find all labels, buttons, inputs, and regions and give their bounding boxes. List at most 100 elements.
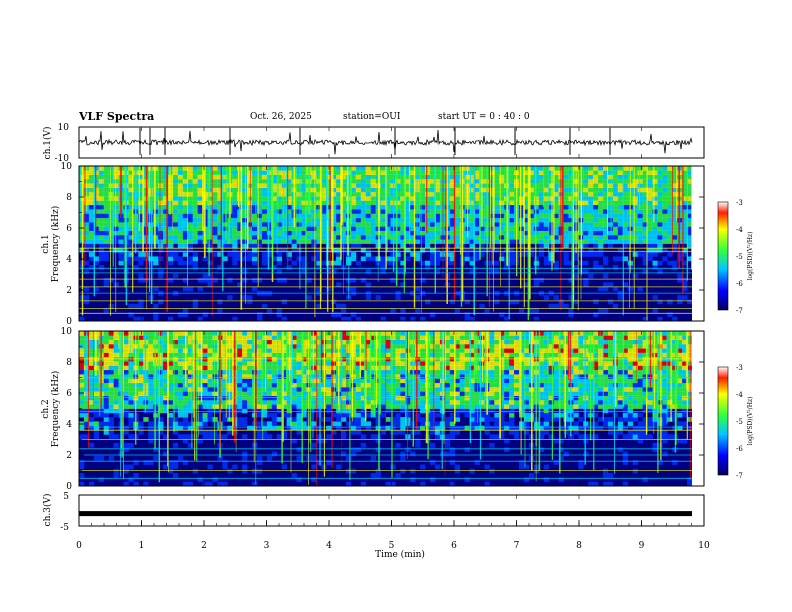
spectrogram-cell <box>123 374 129 379</box>
spectrogram-cell <box>355 447 362 452</box>
spectrogram-cell <box>622 234 629 240</box>
spectrogram-cell <box>430 348 436 353</box>
spectrogram-cell <box>163 170 169 175</box>
spectrogram-cell <box>123 369 129 375</box>
spectrogram-cell <box>257 178 263 184</box>
spectrogram-cell <box>410 222 416 227</box>
spectrogram-cell <box>237 417 243 422</box>
spectrogram-cell <box>108 374 114 379</box>
spectrogram-cell <box>281 200 287 206</box>
spectrogram-cell <box>336 312 342 318</box>
spectrogram-cell <box>197 204 203 210</box>
spectrogram-cell <box>667 204 673 210</box>
spectrogram-cell <box>454 217 460 223</box>
spectrogram-cell <box>350 312 357 318</box>
spectrogram-cell <box>301 200 307 206</box>
spectrogram-cell <box>177 209 184 214</box>
spectrogram-cell <box>326 178 332 184</box>
spectrogram-cell <box>261 348 268 353</box>
spectrogram-cell <box>519 196 525 201</box>
spectrogram-cell <box>598 209 604 214</box>
spectrogram-cell <box>257 277 263 283</box>
spectrogram-cell <box>158 339 164 345</box>
spectrogram-cell <box>98 226 105 231</box>
spectrogram-cell <box>237 252 243 257</box>
spectrogram-cell <box>163 434 169 439</box>
spectrogram-cell <box>331 352 337 358</box>
spectrogram-cell <box>247 256 253 262</box>
spectrogram-cell <box>336 174 342 180</box>
spectrogram-cell <box>301 269 307 274</box>
spectrogram-cell <box>128 421 134 427</box>
spectrogram-cell <box>568 196 574 201</box>
spectrogram-cell <box>252 234 258 240</box>
spectrogram-cell <box>103 361 109 366</box>
spectrogram-cell <box>326 204 332 210</box>
spectrogram-cell <box>662 256 668 262</box>
spectrogram-cell <box>321 226 327 231</box>
spectrogram-cell <box>519 187 525 193</box>
spectrogram-cell <box>242 204 248 210</box>
spectrogram-cell <box>88 408 95 414</box>
spectrogram-cell <box>153 217 159 223</box>
spectrogram-cell <box>93 217 100 223</box>
spectrogram-cell <box>103 382 109 388</box>
spectrogram-cell <box>163 374 169 379</box>
spectrogram-cell <box>494 209 500 214</box>
spectrogram-cell <box>370 239 376 244</box>
spectrogram-cell <box>247 343 253 349</box>
spectrogram-cell <box>311 404 317 409</box>
spectrogram-cell <box>380 256 386 262</box>
spectrogram-cell <box>207 222 213 227</box>
spectrogram-cell <box>687 230 693 236</box>
spectrogram-cell <box>113 187 119 193</box>
spectrogram-cell <box>177 369 184 375</box>
spectrogram-cell <box>523 230 530 236</box>
spectrogram-cell <box>350 399 357 405</box>
spectrogram-cell <box>355 316 362 322</box>
spectrogram-cell <box>360 174 367 180</box>
spectrogram-cell <box>212 369 218 375</box>
spectrogram-cell <box>583 166 589 171</box>
spectrogram-cell <box>296 412 302 418</box>
spectrogram-cell <box>642 252 648 257</box>
spectrogram-cell <box>548 166 554 171</box>
spectrogram-cell <box>192 196 198 201</box>
spectrogram-cell <box>350 382 357 388</box>
spectrogram-cell <box>93 382 100 388</box>
spectrogram-cell <box>138 273 144 279</box>
spectrogram-cell <box>346 365 352 371</box>
spectrogram-cell <box>390 348 396 353</box>
spectrogram-cell <box>385 230 391 236</box>
spectrogram-cell <box>242 335 248 340</box>
spectrogram-cell <box>331 178 337 184</box>
spectrogram-cell <box>380 365 386 371</box>
spectrogram-cell <box>286 178 292 184</box>
spectrogram-cell <box>385 204 391 210</box>
spectrogram-cell <box>227 234 233 240</box>
spectrogram-cell <box>98 183 105 188</box>
spectrogram-cell <box>79 460 85 465</box>
spectrogram-cell <box>642 316 648 322</box>
spectrogram-cell <box>207 196 213 201</box>
spectrogram-cell <box>266 331 273 336</box>
spectrogram-cell <box>182 481 189 487</box>
spectrogram-cell <box>642 191 648 197</box>
spectrogram-cell <box>316 391 322 396</box>
spectrogram-cell <box>350 447 357 452</box>
spectrogram-cell <box>207 339 213 345</box>
spectrogram-cell <box>617 174 624 180</box>
spectrogram-cell <box>217 209 223 214</box>
spectrogram-cell <box>93 256 100 262</box>
spectrogram-cell <box>355 365 362 371</box>
spectrogram-cell <box>454 170 460 175</box>
spectrogram-cell <box>252 183 258 188</box>
spectrogram-cell <box>420 166 426 171</box>
spectrogram-cell <box>257 183 263 188</box>
spectrogram-cell <box>212 339 218 345</box>
spectrogram-cell <box>232 243 238 249</box>
spectrogram-cell <box>415 369 421 375</box>
spectrogram-cell <box>415 295 421 300</box>
spectrogram-cell <box>296 455 302 461</box>
spectrogram-cell <box>202 343 208 349</box>
